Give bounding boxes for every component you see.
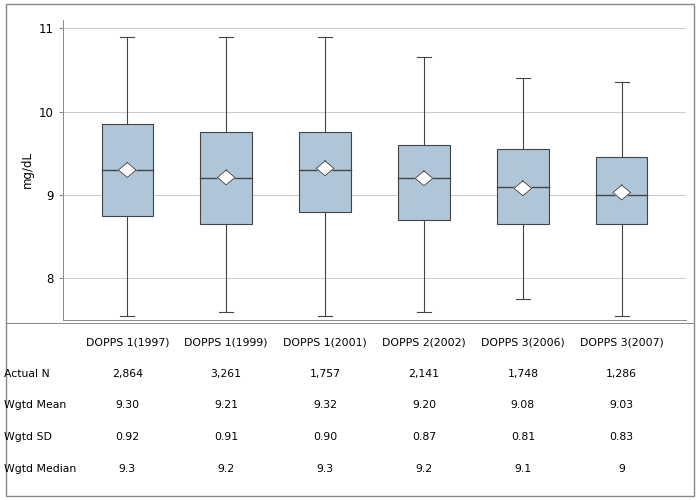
Text: 9.30: 9.30: [116, 400, 139, 410]
Text: 0.92: 0.92: [116, 432, 139, 442]
Text: Wgtd Mean: Wgtd Mean: [4, 400, 66, 410]
Text: 9.1: 9.1: [514, 464, 531, 473]
Text: Wgtd SD: Wgtd SD: [4, 432, 51, 442]
Bar: [300, 132, 351, 212]
Text: 1,757: 1,757: [309, 369, 341, 379]
Polygon shape: [612, 185, 631, 200]
Text: 9.08: 9.08: [511, 400, 535, 410]
Text: 9.2: 9.2: [218, 464, 234, 473]
Polygon shape: [217, 170, 235, 185]
Text: 2,141: 2,141: [408, 369, 440, 379]
Text: DOPPS 3(2007): DOPPS 3(2007): [580, 338, 664, 347]
Text: 9.32: 9.32: [313, 400, 337, 410]
Text: 0.90: 0.90: [313, 432, 337, 442]
Text: 9.2: 9.2: [415, 464, 433, 473]
Polygon shape: [415, 171, 433, 186]
Text: DOPPS 2(2002): DOPPS 2(2002): [382, 338, 466, 347]
Text: 3,261: 3,261: [211, 369, 241, 379]
Text: 2,864: 2,864: [112, 369, 143, 379]
Bar: [497, 149, 549, 224]
Text: DOPPS 1(1997): DOPPS 1(1997): [85, 338, 169, 347]
Text: 9: 9: [618, 464, 625, 473]
Text: 0.91: 0.91: [214, 432, 238, 442]
Text: DOPPS 1(1999): DOPPS 1(1999): [184, 338, 268, 347]
Polygon shape: [316, 161, 334, 176]
Text: 9.3: 9.3: [119, 464, 136, 473]
Text: 9.21: 9.21: [214, 400, 238, 410]
Bar: [102, 124, 153, 216]
Text: DOPPS 1(2001): DOPPS 1(2001): [284, 338, 367, 347]
Bar: [596, 158, 648, 224]
Text: 1,286: 1,286: [606, 369, 637, 379]
Polygon shape: [514, 181, 532, 196]
Text: 9.3: 9.3: [316, 464, 334, 473]
Y-axis label: mg/dL: mg/dL: [20, 152, 34, 188]
Text: Actual N: Actual N: [4, 369, 49, 379]
Text: 0.81: 0.81: [511, 432, 535, 442]
Text: 9.03: 9.03: [610, 400, 634, 410]
Polygon shape: [118, 162, 136, 178]
Text: 0.83: 0.83: [610, 432, 634, 442]
Text: 0.87: 0.87: [412, 432, 436, 442]
Text: 9.20: 9.20: [412, 400, 436, 410]
Text: Wgtd Median: Wgtd Median: [4, 464, 76, 473]
Bar: [398, 145, 449, 220]
Bar: [200, 132, 252, 224]
Text: DOPPS 3(2006): DOPPS 3(2006): [481, 338, 565, 347]
Text: 1,748: 1,748: [508, 369, 538, 379]
